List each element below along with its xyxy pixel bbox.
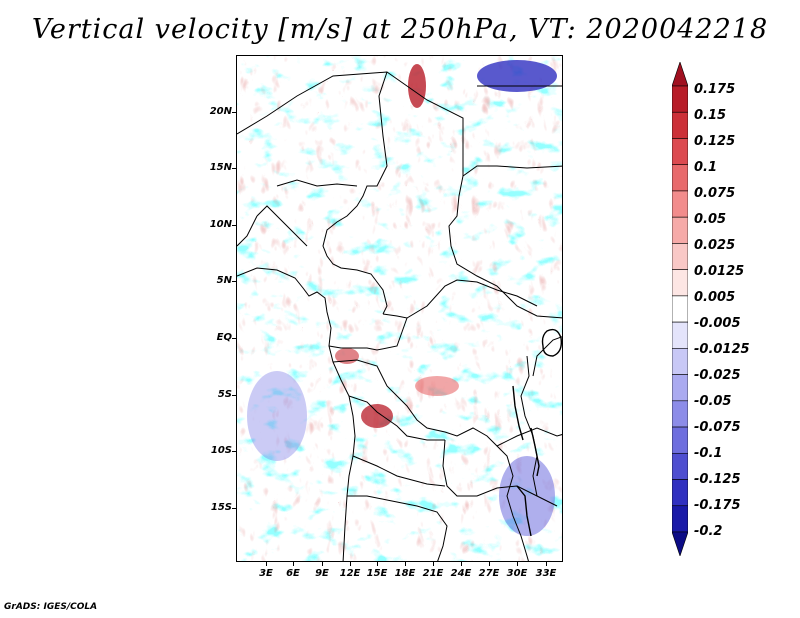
colorbar-label: 0.175 xyxy=(694,82,736,97)
lat-label-15s: 15S xyxy=(210,502,232,513)
colorbar-label: 0.125 xyxy=(694,134,736,149)
colorbar-label: -0.1 xyxy=(694,446,723,461)
colorbar-bottom-arrow xyxy=(672,531,688,556)
lat-label-10n: 10N xyxy=(209,219,232,230)
colorbar-label: -0.05 xyxy=(694,394,732,409)
colorbar-label: -0.2 xyxy=(694,524,723,539)
lat-tick xyxy=(232,281,236,282)
colorbar-label: 0.05 xyxy=(694,212,727,227)
colorbar-label: -0.175 xyxy=(694,498,741,513)
colorbar-label: -0.125 xyxy=(694,472,741,487)
lon-tick xyxy=(461,562,462,566)
colorbar-swatch xyxy=(672,374,688,402)
colorbar-swatch xyxy=(672,190,688,218)
colorbar-swatch xyxy=(672,426,688,454)
vertical-velocity-map xyxy=(236,55,563,562)
colorbar-swatch xyxy=(672,111,688,139)
lat-label-15n: 15N xyxy=(209,162,232,173)
downdraft-patch xyxy=(477,60,557,92)
colorbar-swatch xyxy=(672,164,688,192)
colorbar-swatch xyxy=(672,216,688,244)
lon-tick xyxy=(489,562,490,566)
colorbar-label: -0.075 xyxy=(694,420,741,435)
map-title: Vertical velocity [m/s] at 250hPa, VT: 2… xyxy=(31,14,769,45)
lat-tick xyxy=(232,225,236,226)
updraft-patch xyxy=(361,404,393,428)
lat-tick xyxy=(232,395,236,396)
colorbar-label: 0.1 xyxy=(694,160,718,175)
lon-label-30e: 30E xyxy=(506,568,528,579)
lon-label-27e: 27E xyxy=(478,568,500,579)
lat-label-5s: 5S xyxy=(217,389,232,400)
lat-label-10s: 10S xyxy=(210,445,232,456)
lon-tick xyxy=(517,562,518,566)
lon-tick xyxy=(293,562,294,566)
lon-label-24e: 24E xyxy=(450,568,472,579)
colorbar-swatch xyxy=(672,138,688,166)
colorbar-label: 0.025 xyxy=(694,238,736,253)
colorbar-swatch xyxy=(672,85,688,113)
colorbar-swatch xyxy=(672,243,688,270)
lon-label-12e: 12E xyxy=(339,568,361,579)
downdraft-patch xyxy=(247,371,307,461)
colorbar-label: -0.025 xyxy=(694,368,741,383)
updraft-patch xyxy=(415,376,459,396)
colorbar-swatch xyxy=(672,269,688,297)
colorbar-label: 0.0125 xyxy=(694,264,745,279)
lon-label-18e: 18E xyxy=(394,568,416,579)
lat-label-5n: 5N xyxy=(216,275,232,286)
colorbar-swatch xyxy=(672,348,688,375)
lat-tick xyxy=(232,338,236,339)
lon-label-3e: 3E xyxy=(259,568,273,579)
colorbar-label: 0.005 xyxy=(694,290,736,305)
lon-tick xyxy=(266,562,267,566)
colorbar-label: -0.0125 xyxy=(694,342,750,357)
lat-tick xyxy=(232,508,236,509)
lon-label-33e: 33E xyxy=(535,568,557,579)
colorbar-label: 0.15 xyxy=(694,108,727,123)
updraft-patch xyxy=(408,64,426,108)
map-field-canvas xyxy=(237,56,562,561)
colorbar xyxy=(672,62,688,556)
lon-tick xyxy=(377,562,378,566)
lon-tick xyxy=(405,562,406,566)
grads-credit: GrADS: IGES/COLA xyxy=(4,602,98,612)
lon-tick xyxy=(350,562,351,566)
lon-label-6e: 6E xyxy=(286,568,300,579)
country-borders xyxy=(237,71,562,561)
lon-label-9e: 9E xyxy=(315,568,329,579)
colorbar-swatch xyxy=(672,505,688,533)
colorbar-top-arrow xyxy=(672,62,688,87)
colorbar-swatch xyxy=(672,400,688,428)
lon-tick xyxy=(546,562,547,566)
lon-label-15e: 15E xyxy=(366,568,388,579)
colorbar-swatch xyxy=(672,321,688,349)
colorbar-label: -0.005 xyxy=(694,316,741,331)
colorbar-swatch xyxy=(672,452,688,480)
lat-tick xyxy=(232,451,236,452)
colorbar-swatch xyxy=(672,479,688,507)
lat-tick xyxy=(232,168,236,169)
colorbar-swatch xyxy=(672,295,688,323)
lake-outlines xyxy=(512,328,562,537)
lat-label-20n: 20N xyxy=(209,106,232,117)
colorbar-label: 0.075 xyxy=(694,186,736,201)
lon-tick xyxy=(322,562,323,566)
lon-label-21e: 21E xyxy=(422,568,444,579)
lat-tick xyxy=(232,112,236,113)
lat-label-eq: EQ xyxy=(216,332,232,343)
lon-tick xyxy=(433,562,434,566)
